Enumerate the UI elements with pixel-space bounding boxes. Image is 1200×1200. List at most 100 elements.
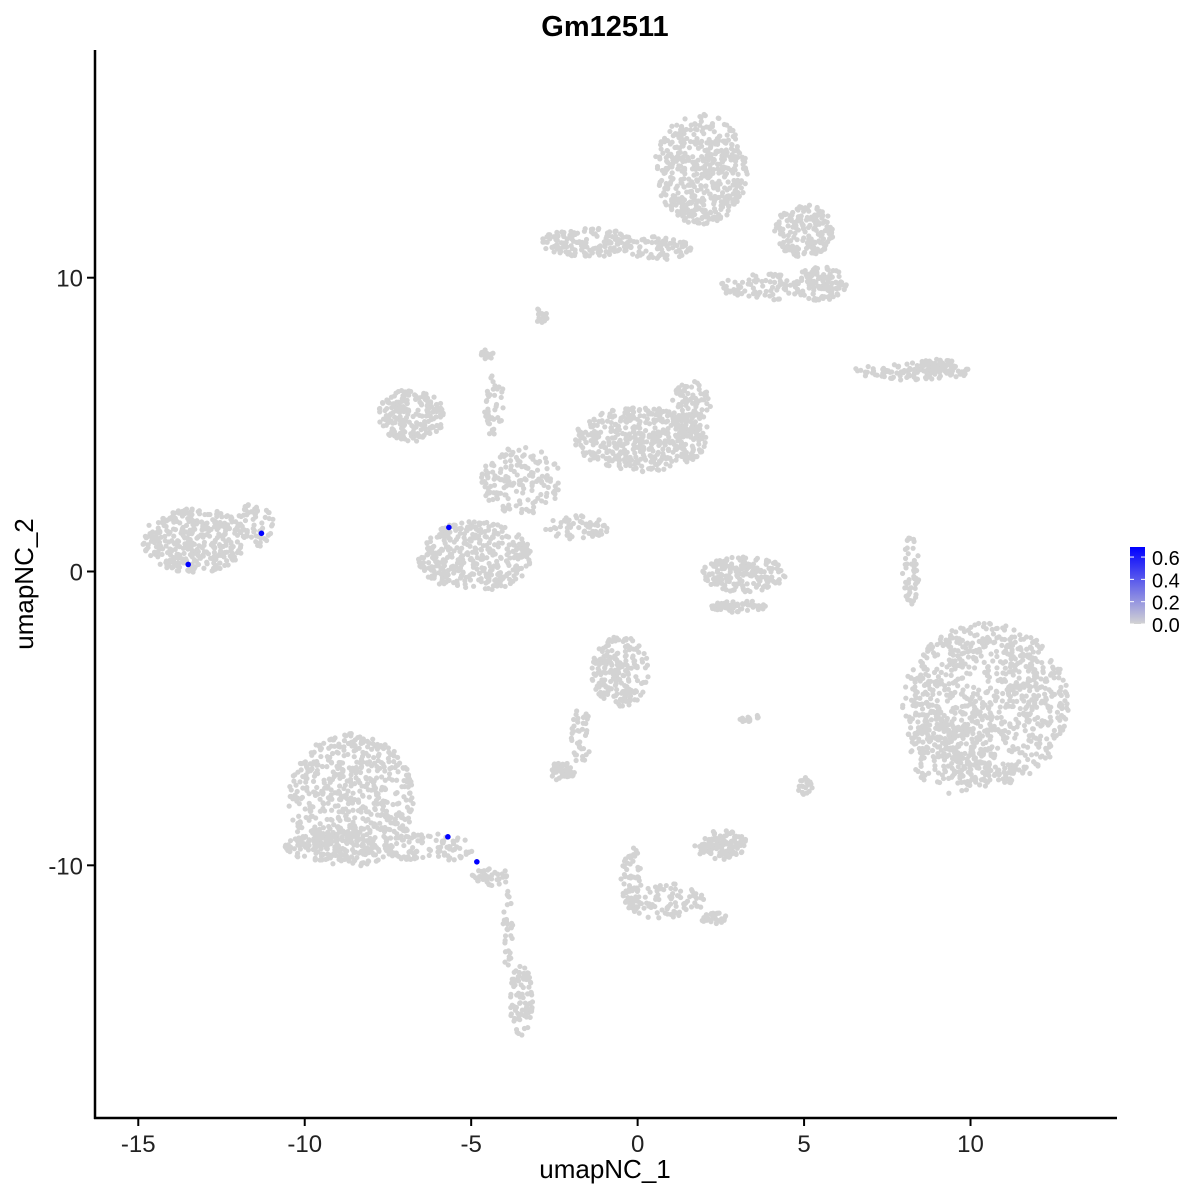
cell-point: [827, 275, 833, 281]
cell-point: [648, 466, 654, 472]
cell-point: [792, 291, 798, 297]
cell-point: [583, 240, 589, 246]
cell-point: [379, 400, 386, 406]
cell-point: [1020, 651, 1026, 657]
cell-point: [318, 857, 324, 863]
cell-point: [1035, 762, 1041, 768]
cell-point: [711, 129, 717, 135]
cell-point: [981, 621, 987, 627]
cell-point: [1010, 743, 1016, 750]
cell-point: [357, 769, 364, 776]
cell-point: [179, 556, 185, 562]
cell-point: [499, 528, 505, 534]
cell-point: [484, 555, 490, 561]
cell-point: [708, 152, 714, 158]
cell-point: [924, 667, 930, 673]
cell-point: [649, 454, 655, 460]
cell-point: [795, 253, 801, 259]
cell-point: [290, 817, 296, 823]
cell-point: [772, 228, 778, 234]
cell-point: [317, 821, 323, 827]
cell-point: [699, 154, 705, 160]
cell-point: [618, 232, 624, 238]
cell-point: [467, 572, 474, 578]
cell-point: [503, 573, 509, 579]
cell-point: [254, 508, 261, 514]
cell-point: [215, 525, 221, 531]
cell-point: [1050, 664, 1056, 670]
cell-point: [591, 416, 597, 422]
cell-point: [347, 799, 353, 805]
cell-point: [919, 701, 925, 707]
cell-point: [1020, 743, 1027, 749]
cell-point: [1012, 735, 1018, 741]
cell-point: [200, 532, 206, 538]
cell-point: [364, 831, 370, 838]
cell-point: [366, 768, 372, 774]
cell-point: [1031, 677, 1037, 683]
cell-point: [824, 266, 830, 272]
cell-point: [681, 210, 688, 216]
cell-point: [701, 111, 707, 118]
cell-point: [1029, 704, 1035, 710]
cell-point: [544, 490, 550, 496]
cell-point: [592, 434, 599, 440]
cell-point: [675, 150, 682, 156]
cell-point: [359, 753, 366, 759]
cell-point: [917, 678, 923, 684]
cell-point: [612, 413, 618, 419]
cell-point: [760, 283, 766, 289]
cell-point: [656, 181, 663, 187]
cell-point: [484, 519, 490, 526]
cell-point: [411, 833, 417, 839]
cell-point: [574, 239, 580, 245]
cell-point: [960, 755, 966, 761]
cell-point: [517, 1000, 523, 1006]
cell-point: [385, 399, 391, 405]
cell-point: [731, 148, 737, 154]
cell-point: [676, 412, 682, 419]
cell-point: [313, 815, 319, 821]
cell-point: [970, 701, 976, 707]
cell-point: [670, 245, 676, 251]
cell-point: [683, 126, 689, 133]
cell-point: [517, 963, 523, 970]
cell-point: [405, 834, 411, 840]
cell-point: [988, 767, 994, 774]
cell-point: [508, 994, 514, 1000]
cell-point: [963, 787, 970, 793]
cell-point: [823, 275, 829, 281]
cell-point: [180, 545, 186, 551]
cell-point: [424, 540, 430, 546]
cell-point: [776, 219, 782, 225]
cell-point: [692, 159, 698, 165]
cell-point: [420, 559, 427, 566]
cell-point: [523, 506, 530, 512]
cell-point: [513, 552, 519, 558]
cell-point: [483, 463, 489, 469]
cell-point: [836, 269, 842, 275]
cell-point: [415, 838, 421, 844]
cell-point: [808, 273, 814, 279]
cell-point: [699, 215, 705, 222]
cell-point: [651, 234, 657, 240]
cell-point: [320, 791, 326, 797]
cell-point: [958, 717, 965, 723]
cell-point: [684, 459, 690, 465]
cell-point: [439, 578, 445, 584]
cell-point: [520, 490, 526, 496]
cell-point: [1047, 714, 1053, 720]
cell-point: [1009, 749, 1015, 755]
cell-point: [843, 282, 849, 288]
cell-point: [704, 407, 710, 413]
cell-point: [408, 856, 414, 862]
cell-point: [912, 730, 918, 737]
cell-point: [671, 410, 677, 416]
cell-point: [804, 214, 810, 221]
cell-point: [435, 844, 441, 851]
cell-point: [674, 144, 680, 150]
cell-point: [932, 763, 938, 769]
cell-point: [357, 829, 363, 835]
cell-point: [495, 415, 501, 421]
cell-point: [800, 226, 807, 232]
